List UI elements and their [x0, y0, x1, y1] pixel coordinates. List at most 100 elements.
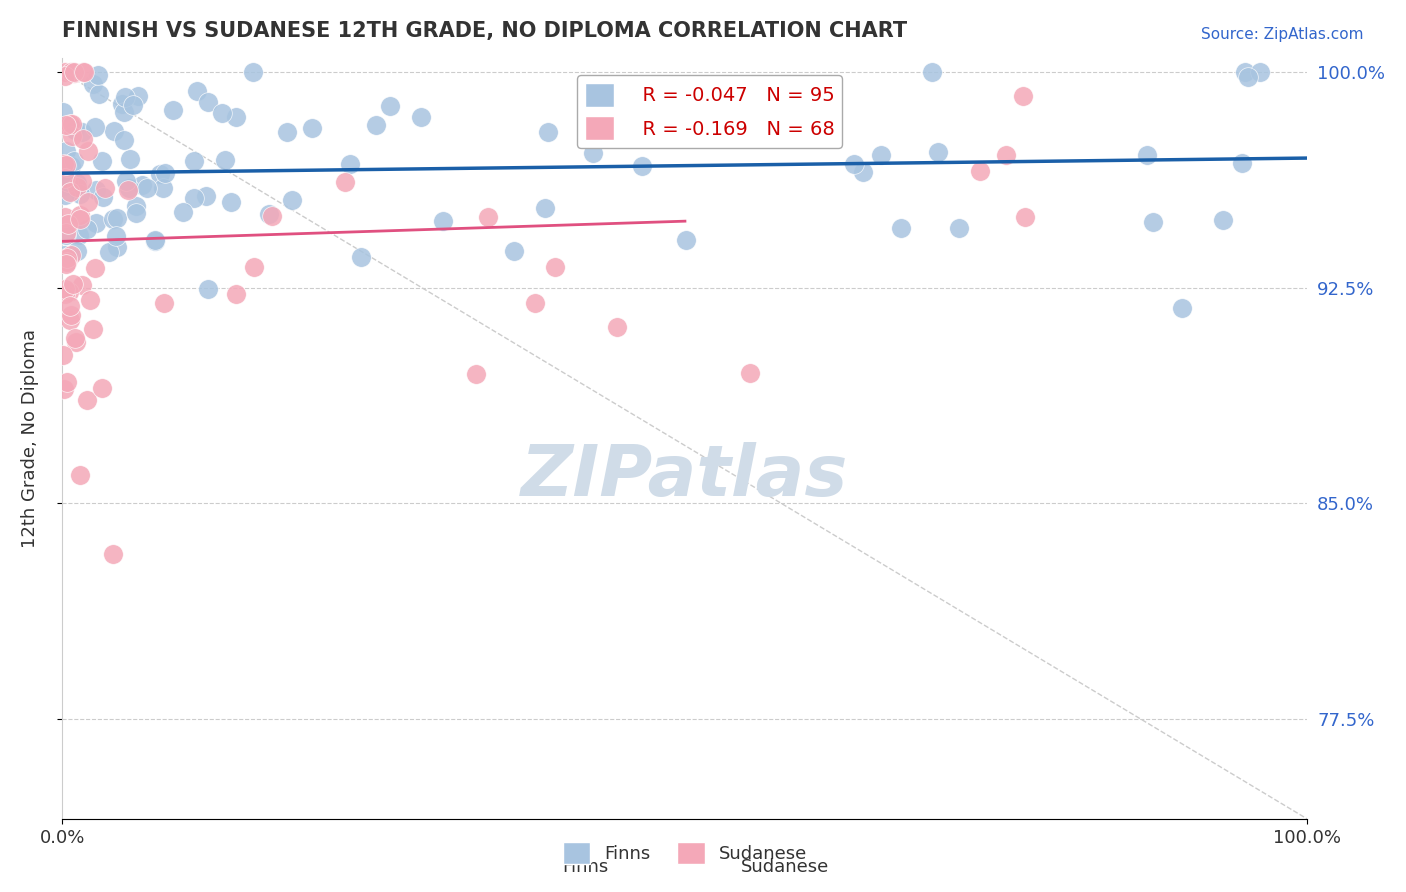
Point: [86, 216, 108, 230]
Text: Finns: Finns: [562, 858, 609, 876]
Point: [53, 157, 76, 171]
Point: [301, 120, 323, 135]
Point: [59, 313, 82, 327]
Point: [70, 277, 93, 292]
Point: [56, 160, 79, 174]
Point: [582, 145, 605, 160]
Point: [260, 209, 283, 223]
Point: [118, 152, 141, 166]
Point: [995, 148, 1018, 162]
Point: [56, 376, 79, 390]
Legend: Finns, Sudanese: Finns, Sudanese: [555, 835, 814, 871]
Point: [1230, 155, 1253, 169]
Point: [63, 66, 86, 80]
Point: [63, 65, 86, 79]
Point: [94, 181, 117, 195]
Point: [890, 220, 912, 235]
Point: [464, 367, 486, 381]
Point: [186, 84, 208, 98]
Point: [477, 211, 499, 225]
Point: [1136, 147, 1159, 161]
Point: [219, 194, 242, 209]
Point: [630, 159, 652, 173]
Point: [1212, 212, 1234, 227]
Point: [673, 101, 696, 115]
Point: [524, 295, 547, 310]
Point: [59, 299, 82, 313]
Point: [281, 193, 304, 207]
Point: [242, 260, 264, 274]
Point: [214, 153, 236, 167]
Point: [714, 115, 737, 129]
Point: [183, 153, 205, 168]
Point: [534, 201, 557, 215]
Point: [83, 120, 105, 134]
Text: Sudanese: Sudanese: [741, 858, 828, 876]
Text: Source: ZipAtlas.com: Source: ZipAtlas.com: [1201, 27, 1364, 42]
Point: [276, 125, 298, 139]
Point: [72, 174, 94, 188]
Point: [53, 287, 76, 301]
Point: [77, 194, 100, 209]
Point: [112, 104, 135, 119]
Point: [53, 382, 76, 396]
Point: [242, 65, 264, 79]
Point: [53, 210, 76, 224]
Point: [63, 154, 86, 169]
Point: [79, 293, 101, 307]
Point: [153, 166, 176, 180]
Point: [103, 211, 125, 226]
Point: [52, 105, 75, 120]
Point: [143, 234, 166, 248]
Point: [103, 124, 125, 138]
Point: [72, 65, 94, 79]
Point: [69, 208, 91, 222]
Point: [60, 248, 83, 262]
Point: [870, 147, 893, 161]
Point: [339, 157, 361, 171]
Point: [172, 204, 194, 219]
Point: [543, 260, 565, 274]
Point: [72, 65, 94, 79]
Point: [105, 211, 128, 225]
Point: [55, 144, 77, 158]
Y-axis label: 12th Grade, No Diploma: 12th Grade, No Diploma: [21, 329, 39, 548]
Point: [53, 170, 76, 185]
Point: [65, 334, 87, 349]
Point: [60, 159, 83, 173]
Point: [59, 118, 82, 132]
Point: [143, 233, 166, 247]
Point: [58, 285, 80, 299]
Point: [55, 118, 77, 132]
Point: [740, 366, 762, 380]
Point: [56, 175, 79, 189]
Point: [115, 174, 138, 188]
Point: [59, 308, 82, 322]
Point: [59, 65, 82, 79]
Point: [105, 240, 128, 254]
Point: [927, 145, 949, 160]
Text: ZIPatlas: ZIPatlas: [522, 442, 849, 511]
Point: [105, 229, 128, 244]
Point: [76, 222, 98, 236]
Point: [66, 176, 89, 190]
Point: [67, 228, 90, 243]
Point: [606, 319, 628, 334]
Point: [1142, 215, 1164, 229]
Point: [125, 206, 148, 220]
Point: [56, 251, 79, 265]
Point: [195, 189, 218, 203]
Point: [1171, 301, 1194, 315]
Point: [60, 128, 83, 143]
Point: [432, 214, 454, 228]
Point: [842, 157, 865, 171]
Point: [350, 250, 373, 264]
Point: [149, 167, 172, 181]
Point: [112, 133, 135, 147]
Point: [117, 183, 139, 197]
Point: [89, 87, 111, 101]
Point: [53, 69, 76, 83]
Point: [197, 95, 219, 110]
Point: [69, 467, 91, 482]
Point: [66, 244, 89, 258]
